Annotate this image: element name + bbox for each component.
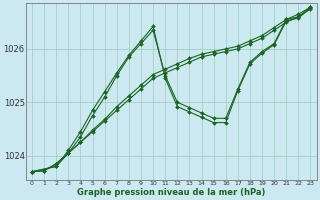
X-axis label: Graphe pression niveau de la mer (hPa): Graphe pression niveau de la mer (hPa) — [77, 188, 266, 197]
